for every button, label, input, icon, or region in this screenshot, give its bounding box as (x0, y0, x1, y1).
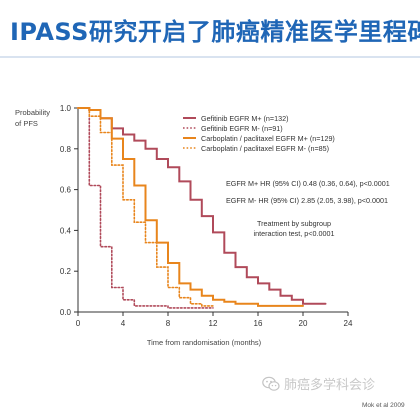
x-axis-label: Time from randomisation (months) (147, 338, 262, 347)
y-tick-label: 0.6 (60, 186, 72, 195)
annotation-1: EGFR M+ HR (95% CI) 0.48 (0.36, 0.64), p… (226, 179, 390, 188)
x-tick-label: 16 (254, 319, 263, 328)
legend-label-3: Carboplatin / paclitaxel EGFR M+ (n=129) (201, 134, 335, 143)
chart-annotations: EGFR M+ HR (95% CI) 0.48 (0.36, 0.64), p… (226, 179, 390, 238)
x-tick-label: 24 (344, 319, 353, 328)
y-axis-label-line-2: of PFS (15, 119, 38, 128)
annotation-2: EGFR M- HR (95% CI) 2.85 (2.05, 3.98), p… (226, 196, 388, 205)
chart-axes: 0 4 8 12 16 20 24 0.0 0.2 0.4 0.6 0.8 1.0 (60, 104, 353, 328)
legend-label-1: Gefitinib EGFR M+ (n=132) (201, 114, 288, 123)
y-tick-label: 1.0 (60, 104, 72, 113)
watermark-text: 肺癌多学科会诊 (284, 378, 376, 393)
survival-curve-1 (77, 107, 327, 305)
survival-curve-4 (77, 107, 214, 307)
annotation-4: interaction test, p<0.0001 (254, 229, 335, 238)
y-tick-label: 0.0 (60, 308, 72, 317)
x-tick-label: 12 (209, 319, 218, 328)
y-tick-label: 0.4 (60, 226, 72, 235)
watermark: 肺癌多学科会诊 (262, 374, 375, 393)
title-divider (0, 56, 420, 58)
slide-title: IPASS研究开启了肺癌精准医学里程碑 (10, 18, 420, 46)
citation: Mok et al 2009 (362, 402, 405, 409)
y-axis-label-line-1: Probability (15, 108, 50, 117)
survival-curve-2 (77, 107, 214, 309)
x-tick-label: 4 (121, 319, 126, 328)
y-tick-label: 0.8 (60, 145, 72, 154)
legend-label-4: Carboplatin / paclitaxel EGFR M- (n=85) (201, 144, 329, 153)
x-tick-label: 8 (166, 319, 171, 328)
y-tick-label: 0.2 (60, 267, 72, 276)
chart-legend: Gefitinib EGFR M+ (n=132)Gefitinib EGFR … (183, 114, 335, 153)
survival-curves (77, 107, 327, 309)
legend-label-2: Gefitinib EGFR M- (n=91) (201, 124, 283, 133)
annotation-3: Treatment by subgroup (257, 219, 331, 228)
x-tick-label: 20 (299, 319, 308, 328)
title-bar: IPASS研究开启了肺癌精准医学里程碑 (0, 0, 420, 58)
x-tick-label: 0 (76, 319, 81, 328)
wechat-icon (262, 376, 280, 391)
